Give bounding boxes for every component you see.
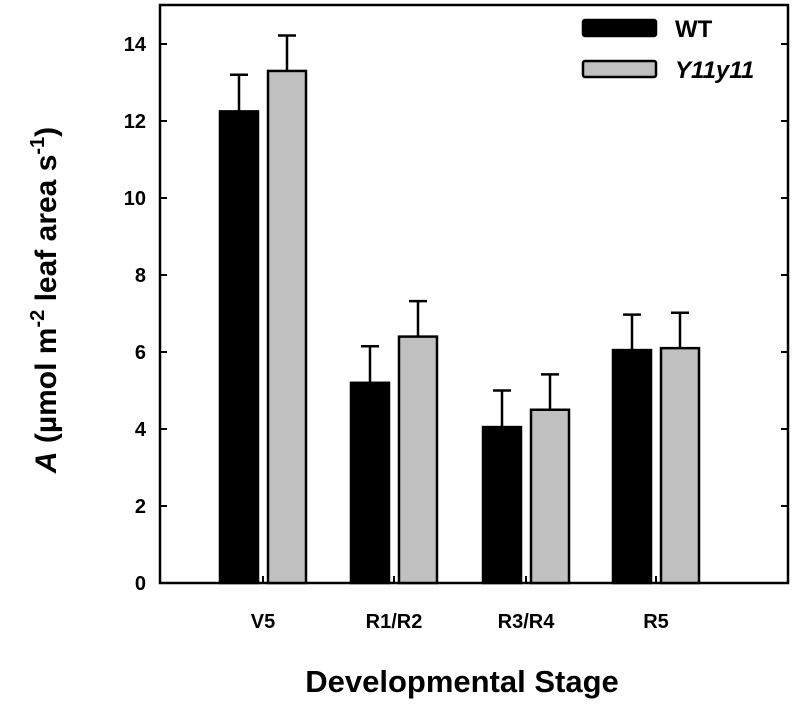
y-axis-label: A (µmol m-2 leaf area s-1) — [27, 127, 63, 474]
y-tick-label: 8 — [135, 265, 146, 287]
plot-frame — [158, 3, 790, 585]
y-tick-label: 2 — [135, 496, 146, 518]
x-tick-label: R1/R2 — [366, 611, 423, 633]
x-axis-label: Developmental Stage — [305, 664, 619, 699]
x-tick-label: R5 — [643, 611, 669, 633]
bar-y11y11-r3-r4 — [529, 408, 571, 585]
legend-label-y11y11: Y11y11 — [675, 57, 754, 84]
y-tick-label: 10 — [124, 188, 146, 210]
bar-y11y11-r1-r2 — [397, 335, 439, 585]
y-tick-label: 12 — [124, 111, 146, 133]
legend-swatch-wt — [581, 18, 658, 38]
y-tick-label: 0 — [135, 573, 146, 595]
bar-y11y11-r5 — [659, 346, 701, 585]
legend: WT Y11y11 — [581, 16, 754, 84]
bar-wt-r5 — [611, 348, 653, 585]
x-tick-label: V5 — [251, 611, 275, 633]
x-tick-label: R3/R4 — [498, 611, 556, 633]
bar-wt-r3-r4 — [481, 425, 523, 585]
plot-area: 0 2 4 6 8 10 12 14 V5 R1/R2 R3/R4 R5 — [124, 3, 790, 633]
bar-wt-r1-r2 — [349, 381, 391, 585]
bar-wt-v5 — [218, 110, 260, 585]
y-tick-label: 6 — [135, 342, 146, 364]
legend-swatch-y11y11 — [581, 59, 658, 79]
y-tick-label: 4 — [135, 419, 147, 441]
bar-y11y11-v5 — [266, 69, 308, 585]
y-tick-label: 14 — [124, 34, 147, 56]
legend-label-wt: WT — [675, 16, 713, 43]
